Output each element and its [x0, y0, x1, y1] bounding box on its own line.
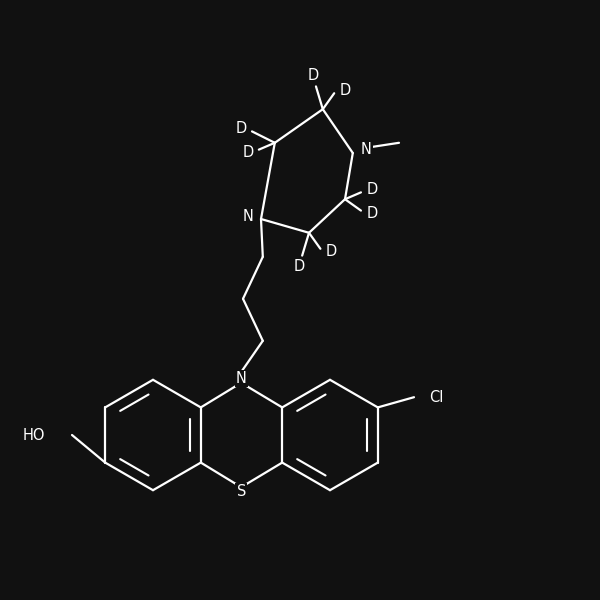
Text: D: D [307, 68, 319, 83]
Text: S: S [236, 485, 246, 499]
Text: D: D [366, 182, 377, 197]
Text: D: D [236, 121, 247, 136]
Text: N: N [361, 142, 371, 157]
Text: D: D [293, 259, 305, 274]
Text: N: N [236, 371, 247, 386]
Text: Cl: Cl [429, 390, 443, 404]
Text: D: D [366, 206, 377, 221]
Text: D: D [326, 244, 337, 259]
Text: D: D [340, 83, 350, 98]
Text: D: D [242, 145, 254, 160]
Text: N: N [242, 209, 253, 224]
Text: HO: HO [23, 427, 45, 443]
